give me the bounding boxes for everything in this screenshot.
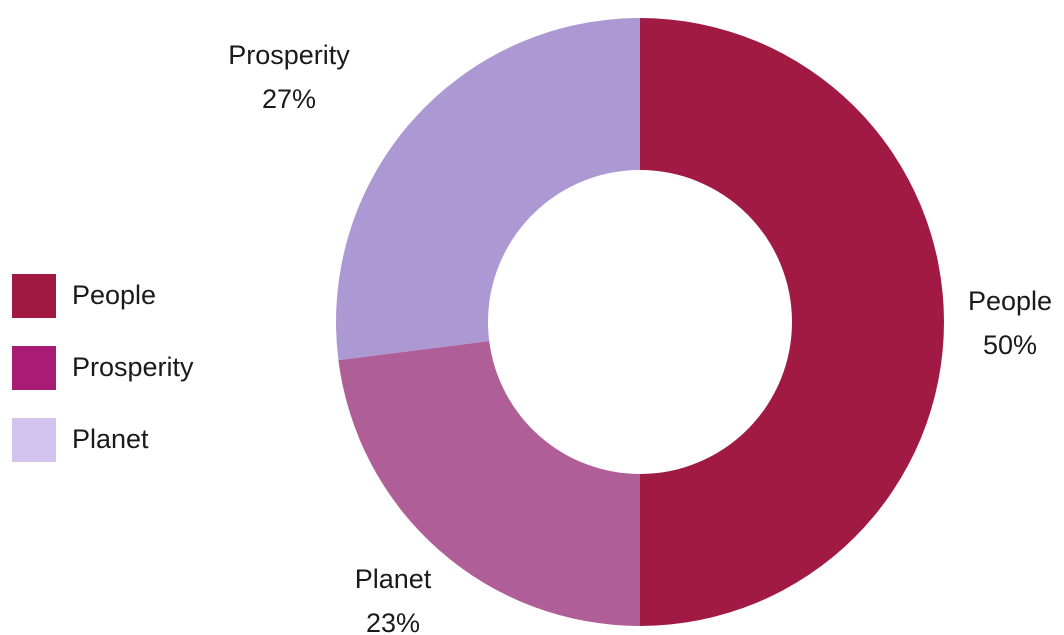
slice-label-people: People	[968, 286, 1052, 316]
donut-slices	[335, 18, 944, 626]
legend-label-prosperity: Prosperity	[72, 352, 194, 382]
legend-label-planet: Planet	[72, 424, 149, 454]
slice-label-prosperity: Prosperity	[228, 40, 350, 70]
slice-value-people: 50%	[983, 330, 1037, 360]
slice-people	[640, 18, 944, 626]
slice-prosperity	[335, 18, 640, 361]
slice-planet	[338, 341, 640, 626]
slice-label-planet: Planet	[355, 564, 432, 594]
slice-value-planet: 23%	[366, 608, 420, 635]
legend-label-people: People	[72, 280, 157, 310]
slice-value-prosperity: 27%	[262, 84, 316, 114]
legend-swatch-prosperity	[12, 346, 56, 390]
legend-swatch-people	[12, 274, 56, 318]
slice-labels: People 50% Planet 23% Prosperity 27%	[228, 40, 1052, 635]
legend-swatch-planet	[12, 418, 56, 462]
